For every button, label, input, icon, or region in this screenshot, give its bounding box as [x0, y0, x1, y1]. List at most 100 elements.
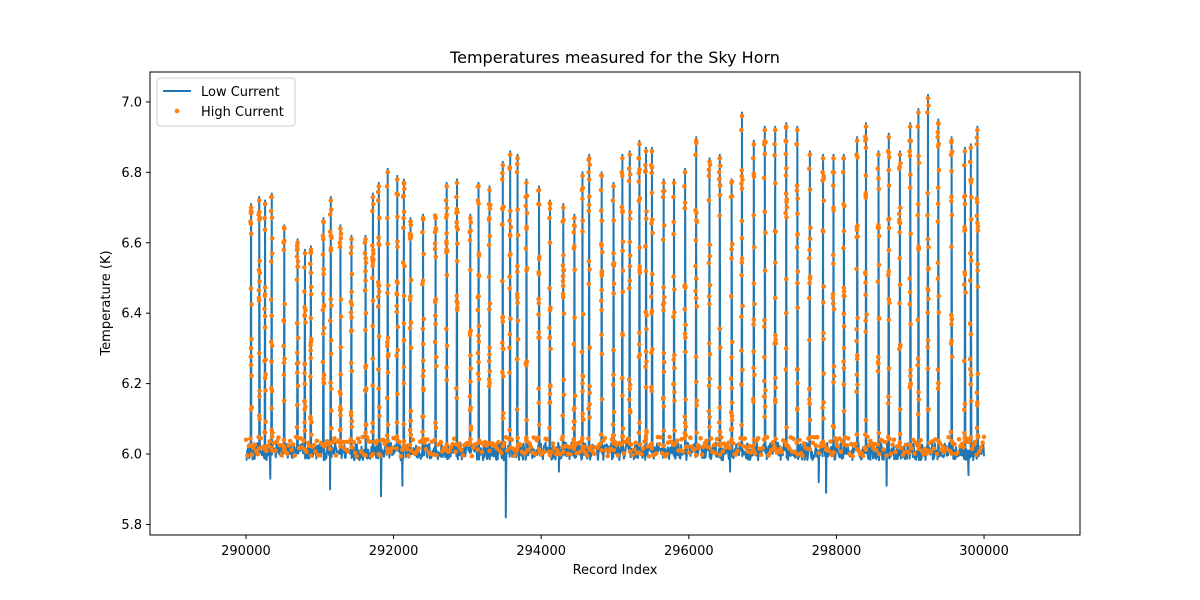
- high-current-point: [401, 215, 406, 221]
- high-current-point: [719, 435, 724, 440]
- high-current-point: [949, 312, 954, 318]
- high-current-point: [643, 168, 648, 174]
- high-current-point: [649, 388, 654, 394]
- high-current-point: [718, 163, 723, 169]
- high-current-point: [821, 336, 826, 342]
- high-current-point: [600, 249, 605, 255]
- high-current-point: [377, 413, 382, 419]
- high-current-point: [524, 210, 530, 216]
- high-current-point: [363, 278, 368, 283]
- high-current-point: [916, 160, 922, 166]
- high-current-point: [515, 300, 520, 306]
- high-current-point: [408, 222, 414, 228]
- high-current-point: [580, 311, 586, 317]
- high-current-point: [547, 215, 552, 221]
- high-current-point: [454, 307, 460, 313]
- high-current-point: [694, 430, 699, 436]
- high-current-point: [969, 446, 975, 452]
- high-current-point: [262, 375, 268, 381]
- high-current-point: [248, 209, 254, 214]
- high-current-point: [580, 389, 585, 394]
- high-current-point: [707, 242, 713, 247]
- high-current-point: [680, 449, 686, 454]
- high-current-point: [409, 448, 414, 453]
- high-current-point: [636, 341, 642, 347]
- high-current-point: [876, 186, 882, 192]
- high-current-point: [349, 302, 355, 308]
- high-current-point: [395, 347, 401, 353]
- high-current-point: [717, 156, 723, 161]
- high-current-point: [281, 247, 287, 253]
- high-current-point: [468, 379, 473, 384]
- high-current-point: [627, 253, 633, 258]
- high-current-point: [308, 261, 313, 267]
- high-current-point: [761, 141, 767, 147]
- high-current-point: [460, 453, 466, 458]
- high-current-point: [897, 342, 903, 348]
- high-current-point: [926, 406, 931, 412]
- high-current-point: [476, 253, 482, 259]
- high-current-point: [586, 170, 591, 175]
- high-current-point: [337, 408, 343, 413]
- high-current-point: [826, 448, 832, 454]
- high-current-point: [370, 247, 376, 253]
- high-current-point: [739, 314, 744, 320]
- high-current-point: [281, 372, 287, 378]
- high-current-point: [854, 266, 859, 272]
- high-current-point: [363, 430, 368, 436]
- high-current-point: [248, 354, 254, 360]
- high-current-point: [975, 127, 980, 133]
- high-current-point: [841, 345, 847, 351]
- high-current-point: [783, 276, 789, 282]
- high-current-point: [536, 400, 542, 406]
- high-current-point: [936, 120, 941, 126]
- high-current-point: [262, 325, 268, 330]
- high-current-point: [454, 293, 460, 299]
- high-current-point: [407, 427, 413, 433]
- high-current-point: [248, 362, 254, 368]
- high-current-point: [586, 436, 591, 442]
- high-current-point: [500, 278, 505, 284]
- high-current-point: [328, 198, 334, 203]
- high-current-point: [294, 361, 300, 366]
- high-current-point: [500, 319, 506, 325]
- high-current-point: [560, 278, 566, 284]
- high-current-point: [835, 444, 841, 449]
- high-current-point: [302, 420, 307, 425]
- high-current-point: [674, 438, 680, 444]
- high-current-point: [854, 389, 859, 395]
- y-tick-label: 6.6: [121, 236, 142, 251]
- high-current-point: [692, 447, 697, 452]
- high-current-point: [831, 373, 837, 379]
- high-current-point: [761, 394, 767, 399]
- high-current-point: [739, 127, 744, 133]
- high-current-point: [587, 267, 592, 272]
- high-current-point: [831, 252, 836, 258]
- high-current-point: [916, 202, 921, 207]
- high-current-point: [548, 305, 553, 310]
- high-current-point: [682, 170, 688, 175]
- high-current-point: [751, 141, 757, 147]
- high-current-point: [693, 152, 698, 157]
- high-current-point: [729, 385, 735, 391]
- high-current-point: [580, 218, 585, 224]
- high-current-point: [281, 240, 287, 246]
- high-current-point: [718, 345, 723, 350]
- high-current-point: [972, 439, 978, 445]
- high-current-point: [855, 353, 860, 358]
- high-current-point: [783, 138, 788, 143]
- high-current-point: [717, 192, 723, 198]
- high-current-point: [486, 242, 492, 248]
- high-current-point: [855, 382, 860, 388]
- high-current-point: [797, 437, 802, 443]
- high-current-point: [980, 440, 985, 446]
- high-current-point: [475, 447, 481, 452]
- high-current-point: [795, 196, 800, 201]
- high-current-point: [420, 278, 426, 283]
- high-current-point: [897, 440, 903, 445]
- high-current-point: [693, 138, 699, 143]
- high-current-point: [685, 444, 690, 449]
- high-current-point: [547, 206, 553, 212]
- high-current-point: [887, 300, 892, 305]
- high-current-point: [631, 447, 637, 452]
